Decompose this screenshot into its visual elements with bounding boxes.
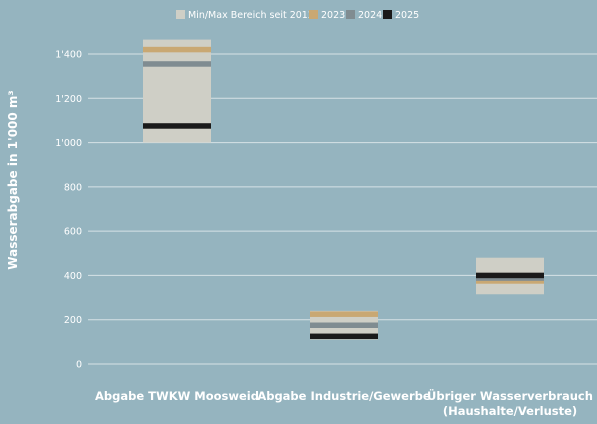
y-tick-label: 1'200: [55, 94, 82, 105]
y-tick-label: 200: [64, 315, 82, 326]
legend-swatch: [383, 10, 392, 19]
year-marker-2023: [310, 311, 378, 317]
category-group: [476, 257, 544, 295]
y-tick-label: 600: [64, 227, 82, 238]
y-tick-label: 1'000: [55, 138, 82, 149]
legend-item: 2025: [383, 10, 419, 21]
legend-item: 2024: [346, 10, 382, 21]
y-axis-label: Wasserabgabe in 1'000 m³: [6, 90, 20, 269]
x-tick-label: Abgabe Industrie/Gewerbe: [257, 389, 431, 403]
legend-label: Min/Max Bereich seit 2012: [188, 10, 314, 21]
year-marker-2025: [476, 272, 544, 279]
year-marker-2025: [143, 123, 211, 129]
year-marker-2023: [476, 278, 544, 284]
y-tick-label: 0: [76, 360, 82, 371]
year-marker-2024: [143, 61, 211, 67]
legend-item: 2023: [309, 10, 345, 21]
x-tick-label: Übriger Wasserverbrauch: [427, 388, 593, 403]
legend-swatch: [346, 10, 355, 19]
year-marker-2024: [310, 322, 378, 328]
category-group: [310, 310, 378, 340]
legend-label: 2023: [321, 10, 345, 21]
x-tick-label: (Haushalte/Verluste): [443, 404, 577, 418]
legend-label: 2025: [395, 10, 419, 21]
y-axis: 0 200 400 600 800 1'000 1'200 1'400: [55, 50, 82, 371]
legend-swatch: [176, 10, 185, 19]
year-marker-2023: [143, 46, 211, 53]
chart-bars: [143, 39, 544, 340]
legend-item: Min/Max Bereich seit 2012: [176, 10, 314, 21]
y-tick-label: 400: [64, 271, 82, 282]
legend-label: 2024: [358, 10, 382, 21]
category-group: [143, 39, 211, 143]
legend-swatch: [309, 10, 318, 19]
x-tick-label: Abgabe TWKW Moosweid: [95, 389, 259, 403]
year-marker-2025: [310, 333, 378, 340]
chart-legend: Min/Max Bereich seit 2012 2023 2024 2025: [176, 10, 419, 21]
y-tick-label: 1'400: [55, 50, 82, 61]
y-tick-label: 800: [64, 182, 82, 193]
